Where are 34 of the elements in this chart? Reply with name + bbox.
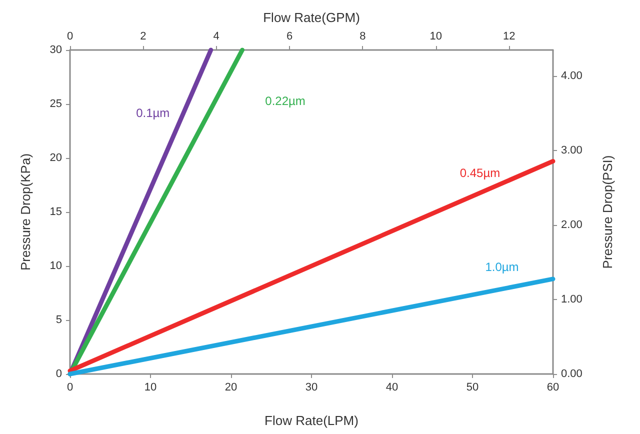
y2-tick-label: 0.00 [561, 368, 582, 380]
series-label: 1.0µm [485, 260, 519, 274]
x2-tick-label: 12 [502, 30, 516, 42]
text: 0.22µm [265, 94, 306, 108]
x2-tick-label: 8 [360, 30, 366, 42]
x-tick-label: 0 [66, 382, 74, 394]
series-label: 0.45µm [460, 166, 500, 180]
series-label: 0.1µm [136, 106, 170, 120]
y-tick-label: 25 [50, 98, 62, 110]
x-tick-label: 30 [305, 382, 318, 394]
y-tick-label: 20 [50, 152, 62, 164]
x-axis-title: Flow Rate(LPM) [264, 413, 358, 428]
x-tick-label: 40 [386, 382, 398, 394]
x2-tick-label: 6 [286, 30, 293, 42]
x2-tick-label: 4 [213, 30, 220, 42]
y-tick-label: 30 [50, 44, 62, 56]
x2-tick-label: 10 [430, 30, 442, 42]
y-tick-label: 5 [56, 314, 62, 326]
y2-axis-title: Pressure Drop(PSI) [600, 155, 615, 269]
y-axis-title: Pressure Drop(KPa) [18, 153, 33, 271]
x-tick-label: 50 [466, 382, 479, 394]
y2-tick-label: 3.00 [561, 144, 582, 157]
y2-tick-label: 1.00 [561, 294, 582, 306]
y2-tick-label: 4.00 [561, 70, 582, 82]
y-tick-label: 15 [50, 206, 62, 218]
y-tick-label: 0 [56, 368, 62, 380]
x-tick-label: 60 [546, 382, 560, 394]
y2-tick-label: 2.00 [561, 219, 582, 232]
x-tick-label: 20 [224, 382, 238, 394]
x2-axis-title: Flow Rate(GPM) [263, 10, 360, 25]
x2-tick-label: 2 [140, 30, 146, 42]
x-tick-label: 10 [144, 382, 157, 394]
x2-tick-label: 0 [66, 30, 74, 42]
y-tick-label: 10 [50, 260, 62, 272]
